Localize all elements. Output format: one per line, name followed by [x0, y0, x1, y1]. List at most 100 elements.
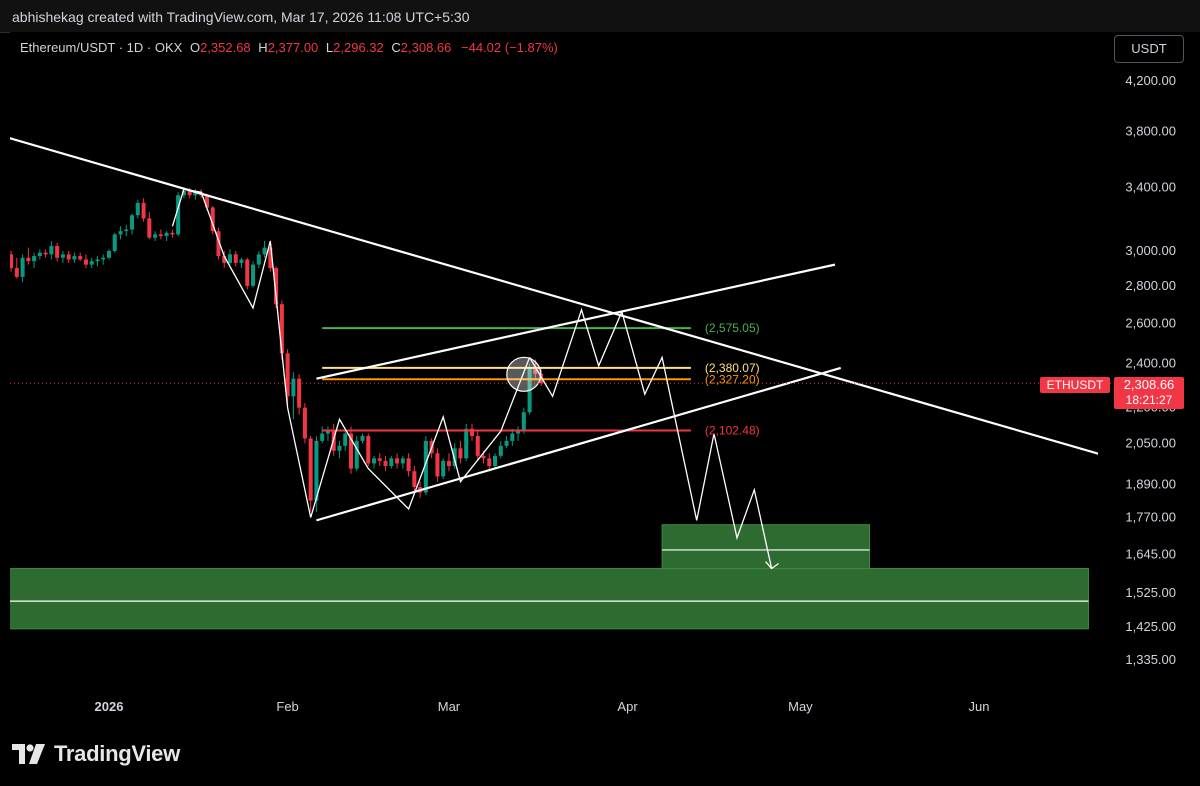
- open-label: O: [189, 40, 201, 55]
- candle-body: [504, 440, 509, 446]
- tradingview-logo[interactable]: TradingView: [12, 741, 180, 767]
- candle-body: [302, 407, 307, 439]
- candle-body: [32, 256, 37, 262]
- candle-body: [325, 431, 330, 434]
- x-tick-label: Mar: [438, 699, 461, 714]
- zigzag-projection: [529, 307, 773, 569]
- candle-body: [181, 190, 186, 196]
- last-price: 2,308.66: [1123, 377, 1175, 392]
- candle-body: [55, 245, 60, 258]
- trendline-descending: [10, 137, 1098, 455]
- candle-body: [112, 234, 117, 251]
- candle-body: [377, 458, 382, 461]
- candle-body: [176, 195, 181, 235]
- candle-body: [153, 234, 158, 238]
- candle-body: [464, 428, 469, 459]
- candle-body: [279, 304, 284, 354]
- candle-body: [210, 207, 215, 232]
- level-label-orange: (2,327.20): [705, 372, 760, 386]
- open-value: 2,352.68: [200, 40, 251, 55]
- candle-body: [256, 254, 261, 265]
- zone-upper: [661, 524, 871, 570]
- candle-body: [498, 445, 503, 456]
- y-tick-label: 1,890.00: [1125, 476, 1176, 491]
- candle-body: [158, 234, 163, 237]
- symbol-price-tag: ETHUSDT: [1040, 377, 1110, 393]
- projection-arrowhead: [765, 561, 779, 570]
- candle-body: [452, 448, 457, 467]
- candle-body: [435, 453, 440, 477]
- candle-body: [510, 433, 515, 441]
- candle-body: [147, 218, 152, 238]
- candle-body: [412, 471, 417, 488]
- tradingview-logo-icon: [12, 744, 45, 764]
- y-tick-label: 1,525.00: [1125, 585, 1176, 600]
- candle-body: [516, 431, 521, 434]
- candle-body: [297, 378, 302, 408]
- currency-button[interactable]: USDT: [1114, 35, 1184, 63]
- trendline-channel-lower: [316, 366, 842, 522]
- candle-body: [10, 254, 14, 269]
- high-value: 2,377.00: [267, 40, 319, 55]
- candle-body: [320, 433, 325, 441]
- y-tick-label: 2,600.00: [1125, 315, 1176, 330]
- candle-body: [343, 433, 348, 446]
- candle-body: [372, 458, 377, 464]
- y-tick-label: 1,770.00: [1125, 510, 1176, 525]
- candle-body: [245, 259, 250, 286]
- last-price-tag: 2,308.66 18:21:27: [1114, 377, 1184, 409]
- candle-body: [124, 229, 129, 232]
- level-label-yellow: (2,380.07): [705, 361, 760, 375]
- candle-body: [164, 232, 169, 237]
- candle-body: [458, 448, 463, 459]
- candle-body: [337, 445, 342, 451]
- y-tick-label: 3,400.00: [1125, 180, 1176, 195]
- zigzag-history: [171, 188, 531, 518]
- candle-body: [441, 460, 446, 477]
- level-label-red: (2,102.48): [705, 424, 760, 438]
- candle-body: [389, 458, 394, 467]
- candle-body: [83, 259, 88, 265]
- candle-body: [130, 215, 135, 230]
- candle-body: [49, 245, 54, 255]
- bottom-bar: [0, 720, 1200, 786]
- high-label: H: [258, 40, 268, 55]
- y-tick-label: 1,645.00: [1125, 547, 1176, 562]
- candle-body: [233, 254, 238, 263]
- x-tick-label: Jun: [969, 699, 990, 714]
- candle-body: [193, 192, 198, 196]
- candle-body: [268, 247, 273, 269]
- candle-body: [251, 264, 256, 286]
- y-tick-label: 4,200.00: [1125, 73, 1176, 88]
- candle-body: [285, 353, 290, 397]
- close-label: C: [391, 40, 401, 55]
- candle-body: [348, 433, 354, 469]
- candle-body: [533, 367, 538, 374]
- candle-body: [60, 254, 65, 258]
- candle-body: [43, 252, 48, 255]
- candle-body: [135, 202, 140, 216]
- credit-text: abhishekag created with TradingView.com,…: [12, 9, 470, 25]
- candle-body: [423, 440, 428, 493]
- x-tick-label: May: [788, 699, 813, 714]
- level-label-green: (2,575.05): [705, 321, 760, 335]
- zone-lower: [10, 568, 1089, 630]
- candle-body: [383, 460, 388, 467]
- candle-body: [354, 440, 359, 469]
- candle-body: [400, 458, 405, 464]
- top-bar: abhishekag created with TradingView.com,…: [0, 0, 1200, 33]
- candle-body: [14, 268, 19, 277]
- candle-body: [187, 190, 192, 196]
- y-tick-label: 1,335.00: [1125, 652, 1176, 667]
- y-tick-label: 2,800.00: [1125, 278, 1176, 293]
- bar-countdown: 18:21:27: [1125, 393, 1173, 407]
- candle-body: [521, 412, 526, 432]
- plot-area: [10, 137, 1098, 630]
- candle-body: [141, 202, 146, 219]
- candle-body: [89, 261, 94, 265]
- x-tick-label: Apr: [617, 699, 638, 714]
- candle-body: [446, 460, 451, 467]
- candle-body: [274, 268, 279, 305]
- candle-body: [204, 195, 209, 208]
